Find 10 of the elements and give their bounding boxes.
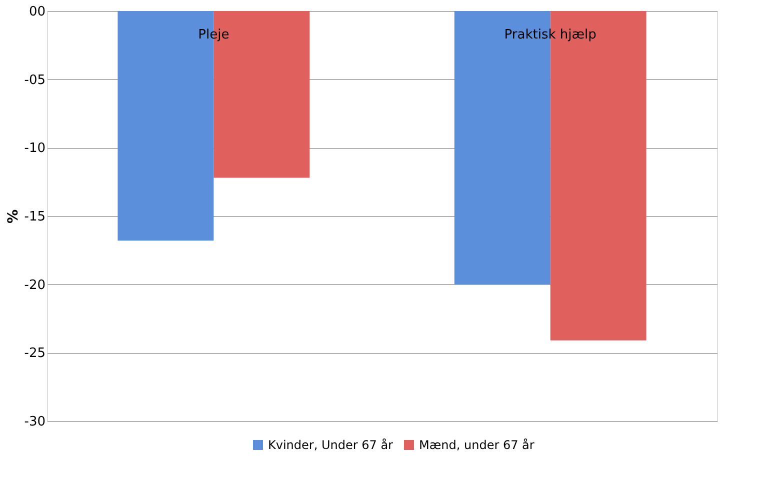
y-tick-label: -20: [24, 278, 46, 293]
y-tick-label: -30: [24, 414, 46, 430]
y-tick-label: 00: [28, 4, 46, 20]
y-tick-label: -10: [24, 141, 46, 156]
legend-label: Mænd, under 67 år: [419, 438, 534, 452]
y-tick-label: -15: [24, 210, 46, 224]
legend-label: Kvinder, Under 67 år: [268, 438, 394, 452]
y-axis-title: %: [5, 209, 22, 224]
y-tick-label: -25: [24, 346, 46, 362]
y-tick-label: -05: [24, 72, 46, 88]
